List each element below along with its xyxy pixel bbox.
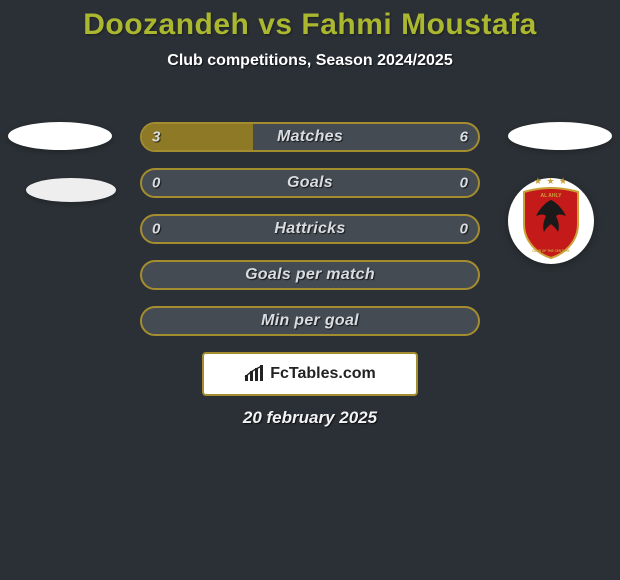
stat-right-value: 0 (460, 221, 468, 238)
bar-chart-icon (244, 365, 266, 383)
crest-graphic: ★ ★ ★ AL AHLY CLUB OF THE CENTURY (516, 182, 586, 260)
comparison-infographic: Doozandeh vs Fahmi Moustafa Club competi… (0, 0, 620, 580)
page-title: Doozandeh vs Fahmi Moustafa (0, 8, 620, 42)
page-subtitle: Club competitions, Season 2024/2025 (0, 52, 620, 70)
left-team-logo-placeholder-1 (8, 122, 112, 150)
stat-left-value: 0 (152, 221, 160, 238)
source-logo: FcTables.com (244, 365, 376, 383)
stat-bar-label: Goals per match (140, 266, 480, 284)
right-team-logo-placeholder (508, 122, 612, 150)
stat-left-value: 3 (152, 129, 160, 146)
stat-bar-label: Hattricks (140, 220, 480, 238)
source-logo-box: FcTables.com (202, 352, 418, 396)
stat-bar-label: Min per goal (140, 312, 480, 330)
stat-bars: Matches36Goals00Hattricks00Goals per mat… (140, 122, 480, 352)
right-team-crest: ★ ★ ★ AL AHLY CLUB OF THE CENTURY (508, 178, 594, 264)
svg-text:CLUB OF THE CENTURY: CLUB OF THE CENTURY (532, 249, 570, 253)
crest-svg: AL AHLY CLUB OF THE CENTURY (516, 182, 586, 260)
stat-row: Min per goal (140, 306, 480, 336)
stat-bar-label: Goals (140, 174, 480, 192)
stat-right-value: 6 (460, 129, 468, 146)
stat-row: Matches3 6 (140, 122, 480, 152)
stat-row: Goals per match (140, 260, 480, 290)
svg-text:AL AHLY: AL AHLY (541, 193, 563, 199)
stat-left-value: 0 (152, 175, 160, 192)
date-text: 20 february 2025 (0, 408, 620, 428)
left-team-logo-placeholder-2 (26, 178, 116, 202)
stat-row: Hattricks0 0 (140, 214, 480, 244)
stat-row: Goals0 0 (140, 168, 480, 198)
stat-bar-label: Matches (140, 128, 480, 146)
crest-stars: ★ ★ ★ (516, 176, 586, 187)
stat-right-value: 0 (460, 175, 468, 192)
source-logo-text: FcTables.com (270, 365, 376, 383)
